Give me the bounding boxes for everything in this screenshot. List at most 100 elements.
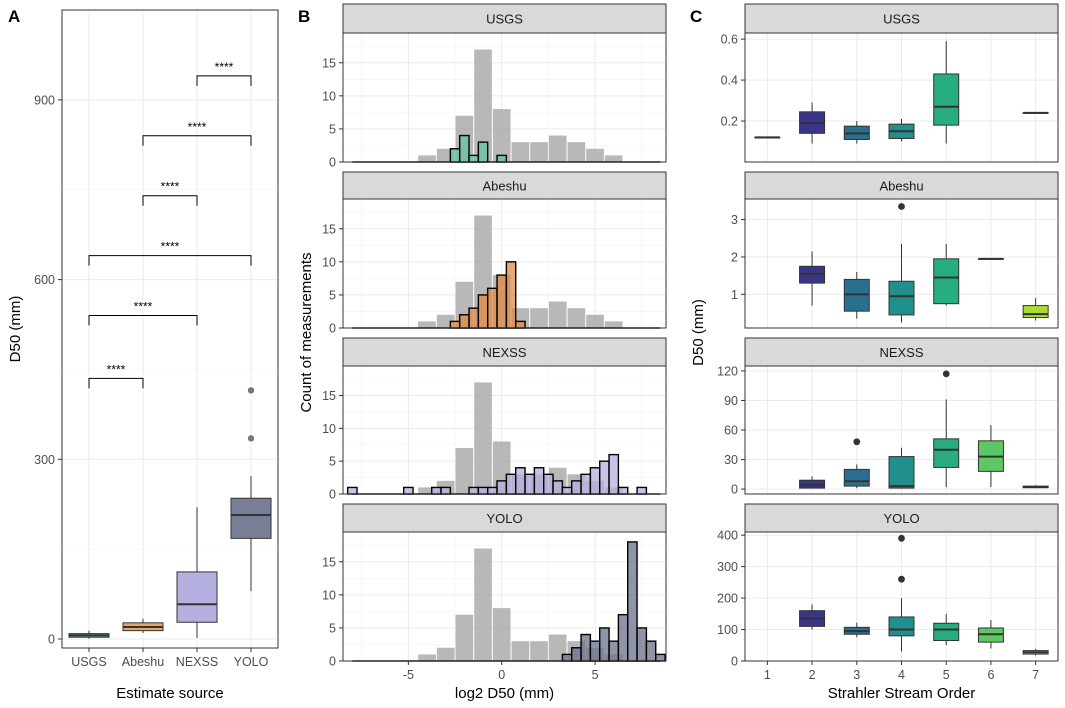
background-histogram-bar [455, 448, 474, 494]
outlier-point [942, 370, 950, 378]
x-tick-label: 5 [592, 668, 599, 682]
y-tick-label: 5 [329, 288, 336, 302]
facet-strip-label: NEXSS [482, 345, 526, 360]
panel-b: USGS 0 5 10 15 Abeshu 0 5 10 15 NEXSS 0 5 10 15 YOLO 0 5 1… [298, 3, 667, 702]
facet-strip [744, 337, 1059, 367]
facet-strip [342, 171, 667, 200]
histogram-bar [505, 261, 517, 329]
y-tick-label: 0 [731, 483, 738, 497]
y-tick-label: 60 [724, 424, 738, 438]
x-tick-label: NEXSS [176, 655, 218, 669]
x-tick-label: 7 [1032, 668, 1039, 682]
y-tick-label: 100 [717, 623, 738, 637]
significance-bracket [88, 255, 252, 266]
histogram-bar [561, 653, 573, 662]
facet-strip [744, 503, 1059, 533]
facet-strip-label: YOLO [486, 511, 522, 526]
x-tick-label: 0 [498, 668, 505, 682]
x-tick-label: Abeshu [122, 655, 164, 669]
y-tick-label: 10 [322, 255, 336, 269]
y-tick-label: 15 [322, 56, 336, 70]
x-tick-label: 4 [898, 668, 905, 682]
box-nexss [176, 571, 218, 623]
y-tick-label: 30 [724, 453, 738, 467]
facet-border [744, 32, 1059, 163]
panel-a-border [61, 9, 279, 649]
facet-abeshu: Abeshu 0 5 10 15 [322, 171, 667, 336]
y-tick-label: 15 [322, 389, 336, 403]
facet-border [744, 365, 1059, 495]
box-yolo [230, 497, 272, 539]
y-tick-label: 15 [322, 222, 336, 236]
histogram-bar [533, 467, 545, 495]
histogram-bar [608, 453, 620, 495]
histogram-bar [468, 486, 480, 495]
histogram-bar [617, 613, 629, 662]
histogram-bar [458, 134, 470, 163]
background-histogram-bar [586, 148, 604, 162]
background-histogram-bar [604, 155, 623, 162]
background-histogram-bar [604, 321, 623, 328]
y-axis-title: D50 (mm) [690, 299, 707, 366]
x-tick-label: 2 [809, 668, 816, 682]
y-tick-label: 0.6 [721, 33, 738, 47]
y-tick-label: 5 [329, 621, 336, 635]
x-tick-label: 6 [987, 668, 994, 682]
background-histogram-bar [511, 142, 530, 162]
significance-bracket [88, 315, 198, 326]
significance-bracket [142, 135, 252, 146]
background-histogram-bar [567, 308, 586, 328]
histogram-bar [496, 480, 508, 495]
background-histogram-bar [530, 308, 548, 328]
facet-border [342, 365, 667, 495]
facet-border [744, 198, 1059, 329]
background-histogram-bar [548, 135, 567, 162]
y-tick-label: 0 [329, 322, 336, 336]
histogram-bar [477, 141, 489, 163]
facet-border [342, 32, 667, 163]
facet-strip-label: Abeshu [482, 179, 526, 194]
y-axis-title: D50 (mm) [7, 296, 24, 363]
background-histogram-bar [474, 548, 492, 661]
outlier-point [247, 435, 255, 442]
histogram-bar [496, 154, 508, 163]
y-tick-label: 3 [731, 213, 738, 227]
background-histogram-bar [455, 614, 474, 661]
x-tick-label: 1 [764, 668, 771, 682]
histogram-bar [524, 473, 536, 495]
background-histogram-bar [418, 487, 436, 494]
x-tick-label: YOLO [234, 655, 269, 669]
facet-strip [342, 337, 667, 367]
significance-bracket [88, 377, 144, 389]
facet-border [342, 531, 667, 662]
histogram-bar [561, 486, 573, 495]
background-histogram-bar [474, 49, 492, 162]
y-tick-label: 1 [731, 288, 738, 302]
background-histogram-bar [511, 641, 530, 661]
box-order-5 [933, 73, 960, 126]
y-tick-label: 0 [48, 633, 55, 647]
x-tick-label: 5 [943, 668, 950, 682]
histogram-bar [458, 314, 470, 329]
histogram-bar [608, 640, 620, 662]
y-tick-label: 600 [34, 273, 55, 287]
y-axis-title: Count of measurements [298, 252, 315, 412]
histogram-bar [468, 154, 480, 163]
y-tick-label: 120 [717, 364, 738, 378]
background-histogram-bar [474, 382, 492, 494]
background-histogram-bar [530, 641, 548, 661]
histogram-bar [430, 486, 442, 495]
x-axis-title: Estimate source [116, 685, 224, 702]
histogram-bar [599, 627, 610, 662]
facet-strip-label: YOLO [883, 511, 919, 526]
y-tick-label: 0 [329, 156, 336, 170]
facet-usgs: USGS 0.2 0.4 0.6 [721, 3, 1059, 163]
box-order-4 [888, 456, 915, 489]
facet-border [342, 198, 667, 329]
x-axis-title: Strahler Stream Order [828, 685, 976, 702]
facet-strip [744, 3, 1059, 34]
histogram-bar [449, 148, 461, 163]
panel-letter-a: A [8, 7, 20, 26]
histogram-bar [402, 486, 414, 495]
